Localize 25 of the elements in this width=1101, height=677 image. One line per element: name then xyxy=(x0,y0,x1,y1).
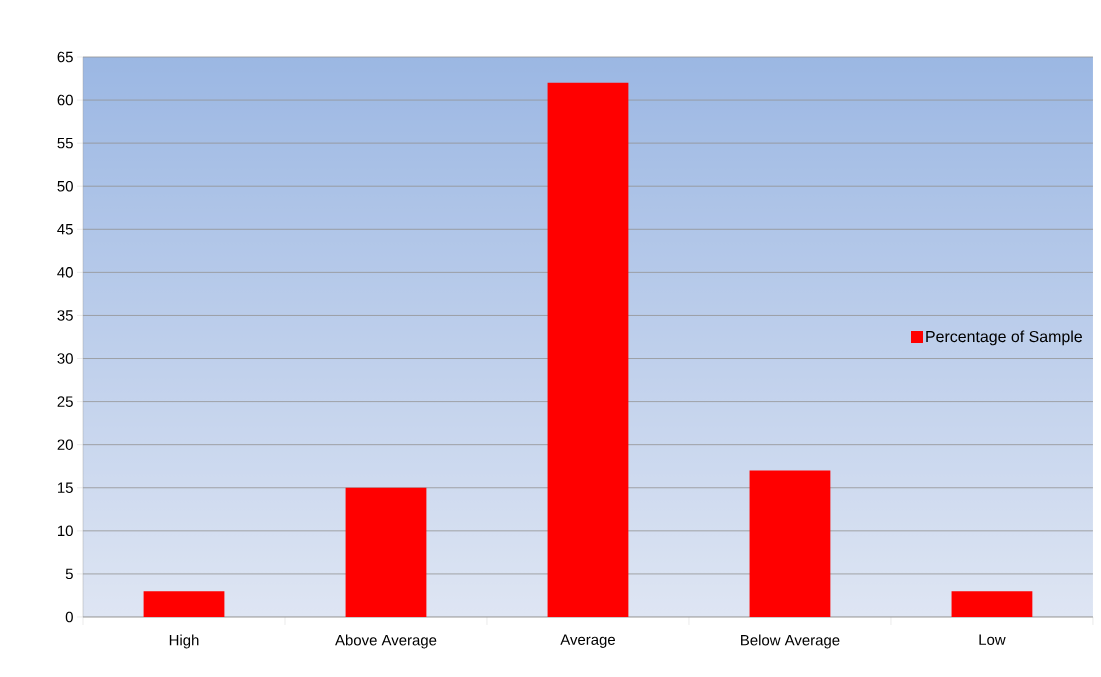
bar xyxy=(749,470,831,617)
legend-label: Percentage of Sample xyxy=(926,330,1082,346)
y-tick-label: 50 xyxy=(57,180,73,192)
bar xyxy=(345,487,427,617)
x-tick-label: Average xyxy=(560,634,615,648)
y-tick-label: 5 xyxy=(65,568,73,580)
x-tick-label: High xyxy=(169,634,199,649)
y-tick-label: 40 xyxy=(57,267,73,278)
bar xyxy=(143,591,225,617)
y-tick-label: 45 xyxy=(57,224,73,235)
y-tick-label: 20 xyxy=(57,439,73,450)
y-tick-label: 15 xyxy=(58,482,73,493)
x-tick-label: Below Average xyxy=(741,634,840,649)
y-tick-label: 25 xyxy=(57,396,73,407)
y-tick-label: 30 xyxy=(57,353,73,364)
y-tick-label: 55 xyxy=(57,137,73,149)
bar xyxy=(951,591,1033,617)
x-tick-label: Low xyxy=(979,634,1006,645)
bar xyxy=(547,82,629,617)
x-tick-label: Above Average xyxy=(335,634,437,649)
y-tick-label: 60 xyxy=(57,94,73,106)
y-tick-label: 10 xyxy=(58,525,73,537)
y-tick-label: 0 xyxy=(65,611,73,623)
y-tick-label: 65 xyxy=(57,51,73,63)
y-tick-label: 35 xyxy=(57,310,73,321)
